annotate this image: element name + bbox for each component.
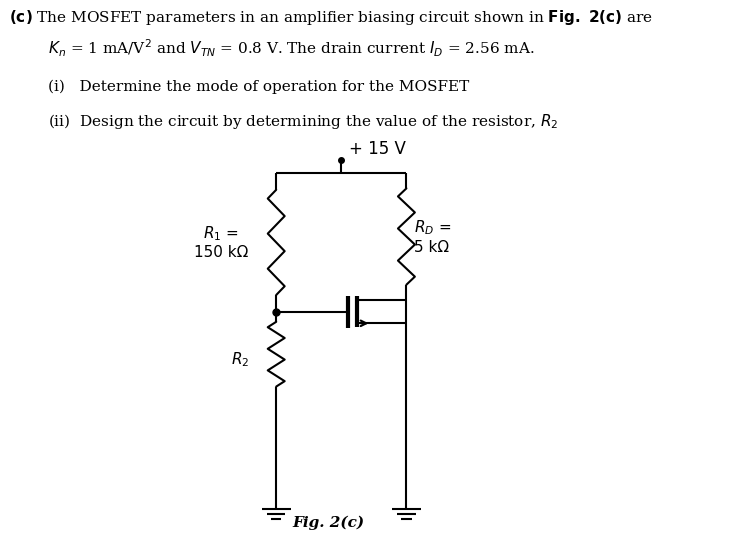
Text: $R_D$ =
5 kΩ: $R_D$ = 5 kΩ bbox=[414, 218, 451, 254]
Text: $R_2$: $R_2$ bbox=[231, 350, 250, 369]
Text: $K_n$ = 1 mA/V$^2$ and $V_{TN}$ = 0.8 V. The drain current $I_D$ = 2.56 mA.: $K_n$ = 1 mA/V$^2$ and $V_{TN}$ = 0.8 V.… bbox=[49, 37, 535, 59]
Text: $R_1$ =
150 kΩ: $R_1$ = 150 kΩ bbox=[194, 224, 248, 260]
Text: $\mathbf{(c)}$ The MOSFET parameters in an amplifier biasing circuit shown in $\: $\mathbf{(c)}$ The MOSFET parameters in … bbox=[10, 8, 654, 27]
Text: (i)   Determine the mode of operation for the MOSFET: (i) Determine the mode of operation for … bbox=[49, 80, 470, 94]
Text: (ii)  Design the circuit by determining the value of the resistor, $R_2$: (ii) Design the circuit by determining t… bbox=[49, 112, 559, 131]
Text: Fig. 2(c): Fig. 2(c) bbox=[292, 515, 364, 530]
Text: + 15 V: + 15 V bbox=[349, 140, 406, 158]
